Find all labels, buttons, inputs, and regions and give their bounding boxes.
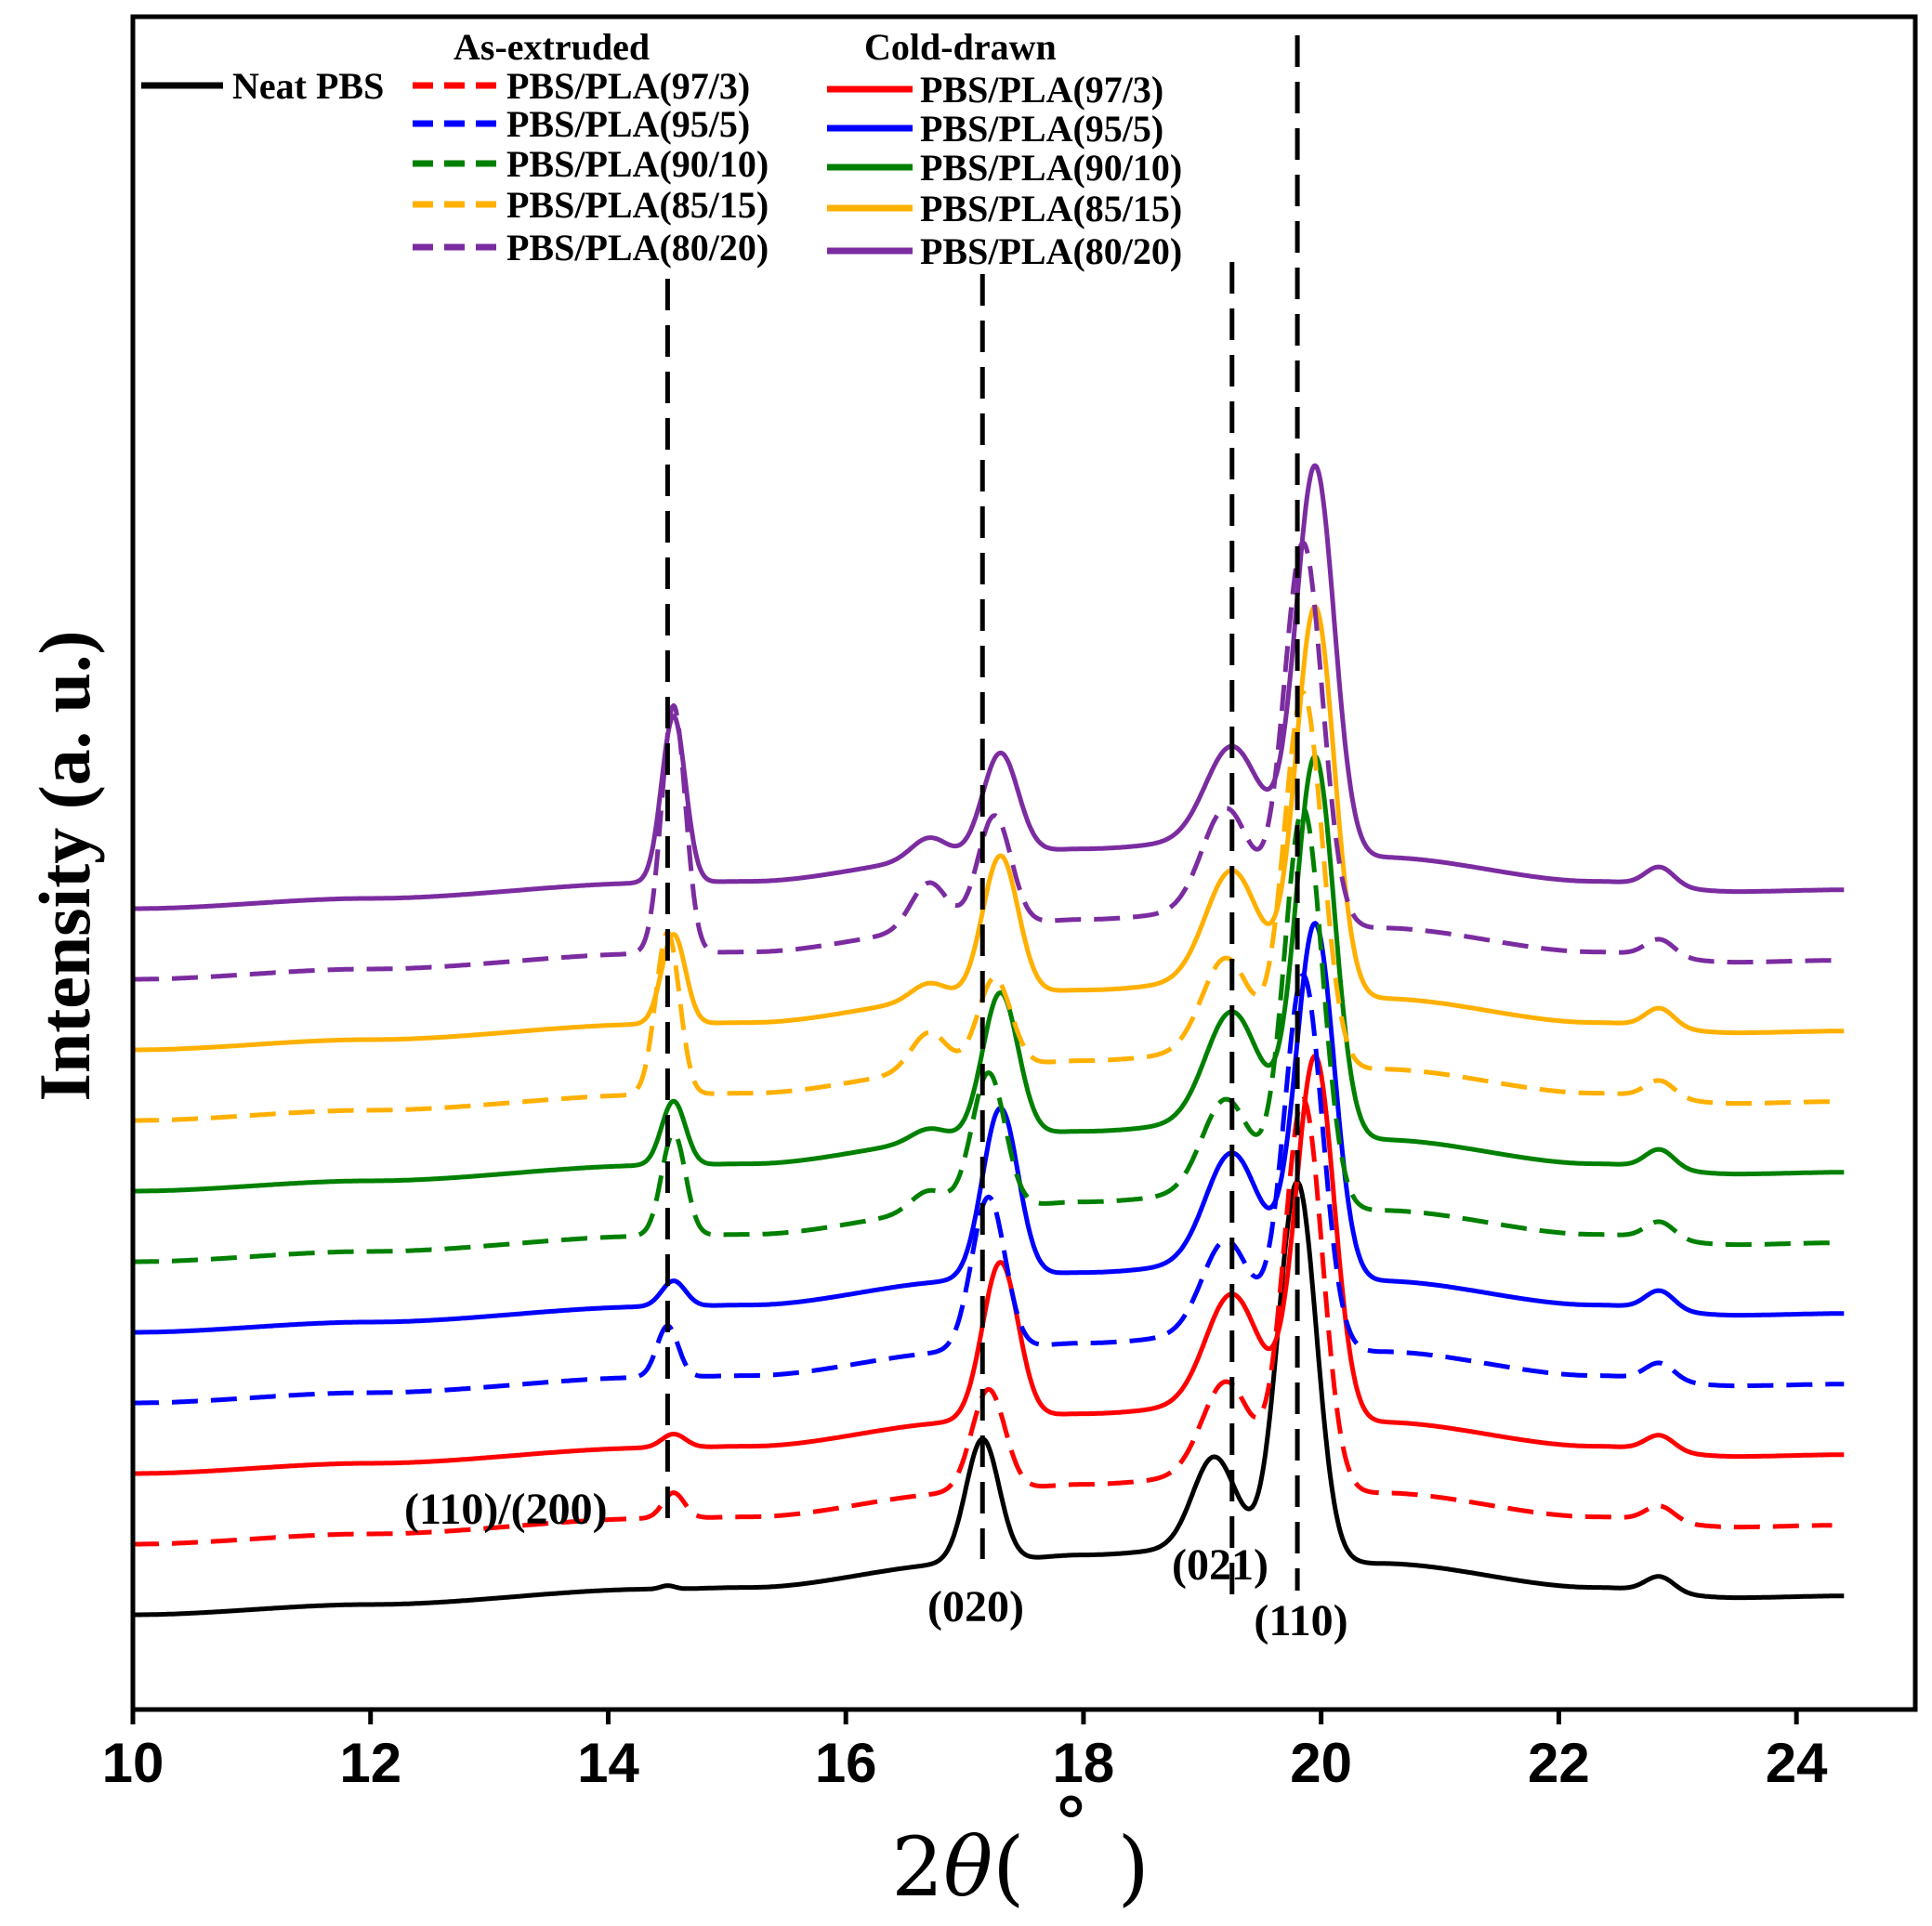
x-tick-label-18: 18	[1053, 1732, 1115, 1794]
legend-header-cold-drawn: Cold-drawn	[864, 26, 1057, 68]
series-line-cold-drawn-pbs-pla-80-20	[131, 463, 1846, 911]
legend-label-cold-drawn-1: PBS/PLA(95/5)	[920, 108, 1163, 150]
series-line-cold-drawn-pbs-pla-97-3	[131, 1054, 1846, 1476]
x-tick-label-20: 20	[1290, 1732, 1352, 1794]
series-line-cold-drawn-pbs-pla-85-15	[131, 604, 1846, 1053]
plot-area	[131, 463, 1846, 1618]
reflection-label-020: (020)	[927, 1582, 1024, 1631]
x-tick-label-10: 10	[102, 1732, 164, 1794]
series-line-as-extruded-pbs-pla-95-5	[131, 973, 1846, 1406]
x-tick-label-12: 12	[339, 1732, 401, 1794]
legend-label-as-extruded-4: PBS/PLA(80/20)	[506, 227, 769, 269]
x-axis-title-part-theta: θ	[943, 1819, 992, 1915]
legend-label-as-extruded-2: PBS/PLA(90/10)	[506, 143, 769, 185]
series-line-as-extruded-pbs-pla-80-20	[131, 540, 1833, 982]
x-tick-label-14: 14	[577, 1732, 639, 1794]
series-line-cold-drawn-pbs-pla-95-5	[131, 921, 1846, 1335]
x-tick-label-16: 16	[815, 1732, 877, 1794]
x-axis-title-part-2: 2	[891, 1819, 943, 1915]
legend: As-extruded Cold-drawn Neat PBS PBS/PLA(97/…	[141, 26, 1182, 272]
reflection-annotations: (110)/(200) (020) (021) (110)	[404, 35, 1348, 1645]
reflection-label-110: (110)	[1254, 1596, 1347, 1645]
legend-label-as-extruded-0: PBS/PLA(97/3)	[506, 65, 750, 107]
legend-label-as-extruded-1: PBS/PLA(95/5)	[506, 103, 750, 145]
x-axis-title-part-open: (	[992, 1819, 1050, 1915]
legend-label-cold-drawn-0: PBS/PLA(97/3)	[920, 69, 1163, 111]
x-tick-label-24: 24	[1766, 1732, 1828, 1794]
legend-label-as-extruded-3: PBS/PLA(85/15)	[506, 184, 769, 226]
legend-label-cold-drawn-4: PBS/PLA(80/20)	[920, 230, 1182, 272]
legend-label-cold-drawn-3: PBS/PLA(85/15)	[920, 188, 1182, 229]
legend-header-as-extruded: As-extruded	[453, 26, 650, 68]
series-line-cold-drawn-pbs-pla-90-10	[131, 753, 1846, 1194]
y-axis-title: Intensity (a. u.)	[24, 630, 105, 1101]
x-tick-label-22: 22	[1528, 1732, 1590, 1794]
reflection-label-110-200: (110)/(200)	[404, 1485, 608, 1534]
x-axis-ticks: 10 12 14 16 18 20 22 24	[102, 1710, 1828, 1794]
legend-label-neat-pbs: Neat PBS	[232, 65, 384, 107]
series-line-neat-pbs	[131, 1179, 1846, 1618]
x-axis-title-part-close: )	[1091, 1819, 1149, 1915]
x-axis-title-part-degree: ˚	[1050, 1791, 1091, 1887]
legend-label-cold-drawn-2: PBS/PLA(90/10)	[920, 147, 1182, 189]
x-axis-title: 2θ( ˚ )	[891, 1791, 1150, 1915]
plot-frame	[130, 14, 1918, 1712]
reflection-label-021: (021)	[1172, 1540, 1268, 1590]
